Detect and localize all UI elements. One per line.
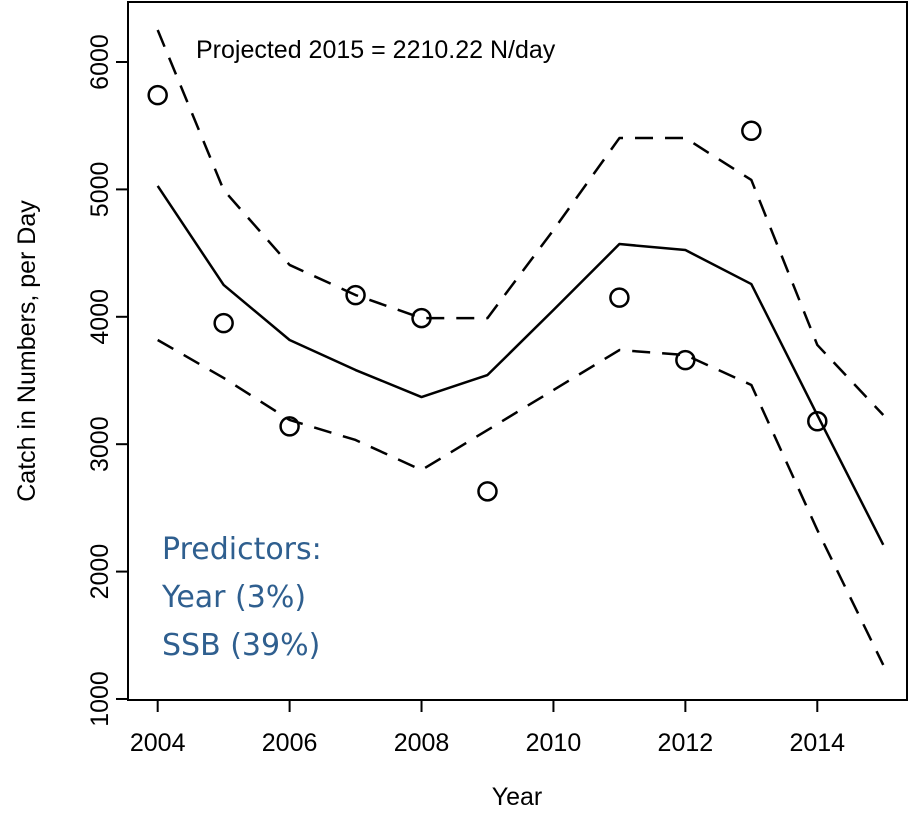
data-point [345, 284, 366, 306]
x-tick-label: 2010 [526, 729, 582, 757]
y-tick-label: 3000 [86, 416, 114, 472]
data-point [477, 481, 498, 502]
confidence-line [157, 338, 885, 666]
data-point [609, 287, 630, 308]
predictors-heading: Predictors: [162, 532, 322, 567]
y-tick-label: 5000 [86, 162, 114, 218]
x-tick-label: 2004 [130, 729, 186, 757]
data-point [741, 120, 762, 142]
data-point [279, 416, 300, 437]
predictor-ssb: SSB (39%) [162, 628, 320, 663]
y-axis-label: Catch in Numbers, per Day [13, 200, 41, 502]
y-tick-label: 1000 [86, 671, 114, 727]
data-point [147, 84, 168, 106]
y-tick-label: 2000 [86, 544, 114, 600]
x-axis-label: Year [492, 783, 543, 811]
y-tick-label: 4000 [86, 289, 114, 345]
data-point [213, 312, 234, 334]
x-tick-label: 2008 [394, 729, 450, 757]
predictor-year: Year (3%) [161, 580, 306, 615]
y-tick-label: 6000 [86, 34, 114, 90]
confidence-line [156, 29, 885, 416]
x-tick-label: 2014 [789, 729, 845, 757]
x-tick-label: 2006 [262, 729, 318, 757]
fit-line [156, 185, 885, 546]
x-tick-label: 2012 [658, 729, 714, 757]
annotation: Projected 2015 = 2210.22 N/day [196, 36, 556, 64]
